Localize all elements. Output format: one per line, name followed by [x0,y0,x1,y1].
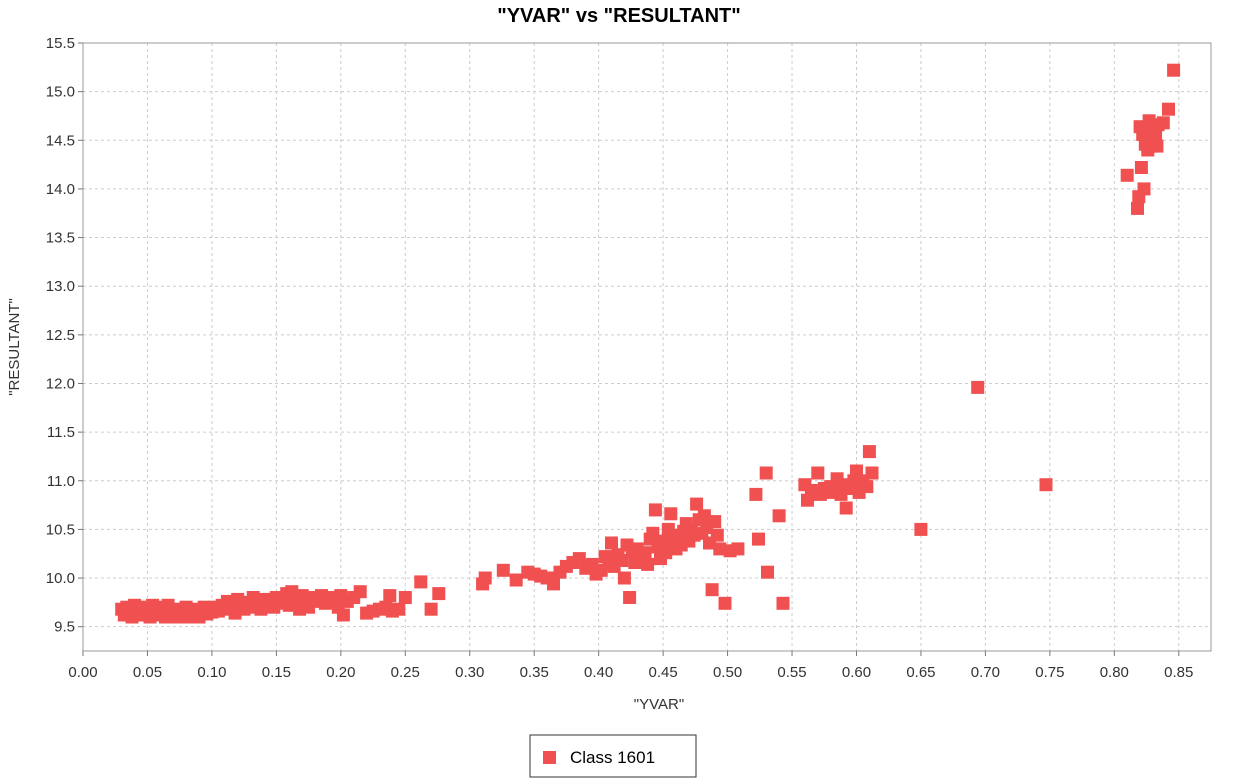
legend: Class 1601 [529,734,697,778]
x-tick-label: 0.65 [906,664,935,681]
data-point [424,602,438,616]
data-point [383,589,397,603]
data-points [115,63,1181,624]
data-point [865,466,879,480]
data-point [772,509,786,523]
data-point [1134,161,1148,174]
x-tick-label: 0.60 [842,664,871,681]
x-tick-label: 0.15 [262,664,291,681]
y-tick-label: 14.0 [46,181,75,198]
data-point [648,503,662,517]
data-point [705,583,719,597]
y-tick-label: 10.5 [46,521,75,538]
data-point [659,546,673,560]
data-point [617,571,631,585]
data-point [731,542,745,556]
data-point [547,577,560,591]
x-tick-label: 0.40 [584,664,613,681]
data-point [1167,63,1181,77]
data-point [664,507,678,521]
y-tick-label: 15.5 [46,35,75,52]
x-tick-label: 0.55 [777,664,806,681]
data-point [708,515,722,529]
y-tick-label: 10.0 [46,570,75,587]
data-point [776,596,790,610]
data-point [615,554,629,567]
x-tick-label: 0.80 [1100,664,1129,681]
data-point [811,466,825,480]
data-point [759,466,773,480]
data-point [432,587,446,601]
data-point [1150,139,1164,153]
y-tick-label: 15.0 [46,84,75,101]
x-axis-label: "YVAR" [634,696,684,713]
data-point [478,571,492,585]
data-point [641,557,655,571]
y-tick-label: 11.5 [47,424,75,441]
y-axis-label: "RESULTANT" [6,298,23,396]
legend-swatch [543,751,556,764]
data-point [646,526,660,540]
axes: 0.00 0.05 0.10 0.15 0.20 0.25 0.30 0.35 0.40 0.45… [46,35,1194,681]
data-point [761,565,774,579]
x-tick-label: 0.45 [649,664,678,681]
data-point [656,534,670,548]
y-tick-label: 9.5 [54,619,75,636]
data-point [392,602,406,616]
data-point [718,596,732,610]
x-tick-label: 0.10 [197,664,226,681]
data-point [353,585,367,599]
data-point [638,546,652,560]
chart-title: "YVAR" vs "RESULTANT" [497,5,741,27]
y-tick-label: 11.0 [47,473,75,490]
x-tick-label: 0.70 [971,664,1000,681]
data-point [860,480,874,494]
data-point [336,608,350,622]
x-tick-label: 0.75 [1035,664,1064,681]
data-point [1162,102,1175,116]
data-point [605,536,618,550]
data-point [509,573,523,587]
data-point [839,501,853,515]
x-tick-label: 0.35 [520,664,549,681]
data-point [710,528,724,542]
data-point [713,542,727,556]
data-point [690,497,704,511]
data-point [1120,168,1134,182]
data-point [414,575,428,589]
legend-box [529,734,697,778]
x-tick-label: 0.00 [68,664,97,681]
x-tick-label: 0.85 [1164,664,1193,681]
data-point [1156,116,1170,130]
data-point [697,509,711,523]
y-tick-label: 14.5 [46,132,75,149]
data-point [1137,182,1151,196]
data-point [398,591,412,604]
y-tick-label: 13.5 [46,230,75,247]
x-tick-label: 0.20 [326,664,355,681]
data-point [749,487,763,501]
x-tick-label: 0.05 [133,664,162,681]
plot-area [82,42,1212,652]
x-tick-label: 0.25 [391,664,420,681]
data-point [1131,201,1144,215]
x-tick-label: 0.50 [713,664,742,681]
data-point [752,532,765,546]
data-point [623,591,637,604]
grid [82,42,1211,651]
x-tick-label: 0.30 [455,664,484,681]
data-point [971,380,985,394]
y-tick-label: 13.0 [46,278,75,295]
y-tick-label: 12.0 [46,375,75,392]
data-point [862,445,876,459]
data-point [496,563,510,577]
data-point [1039,478,1053,492]
data-point [850,464,863,478]
y-tick-label: 12.5 [46,327,75,344]
data-point [914,522,928,536]
legend-label: Class 1601 [570,748,655,767]
